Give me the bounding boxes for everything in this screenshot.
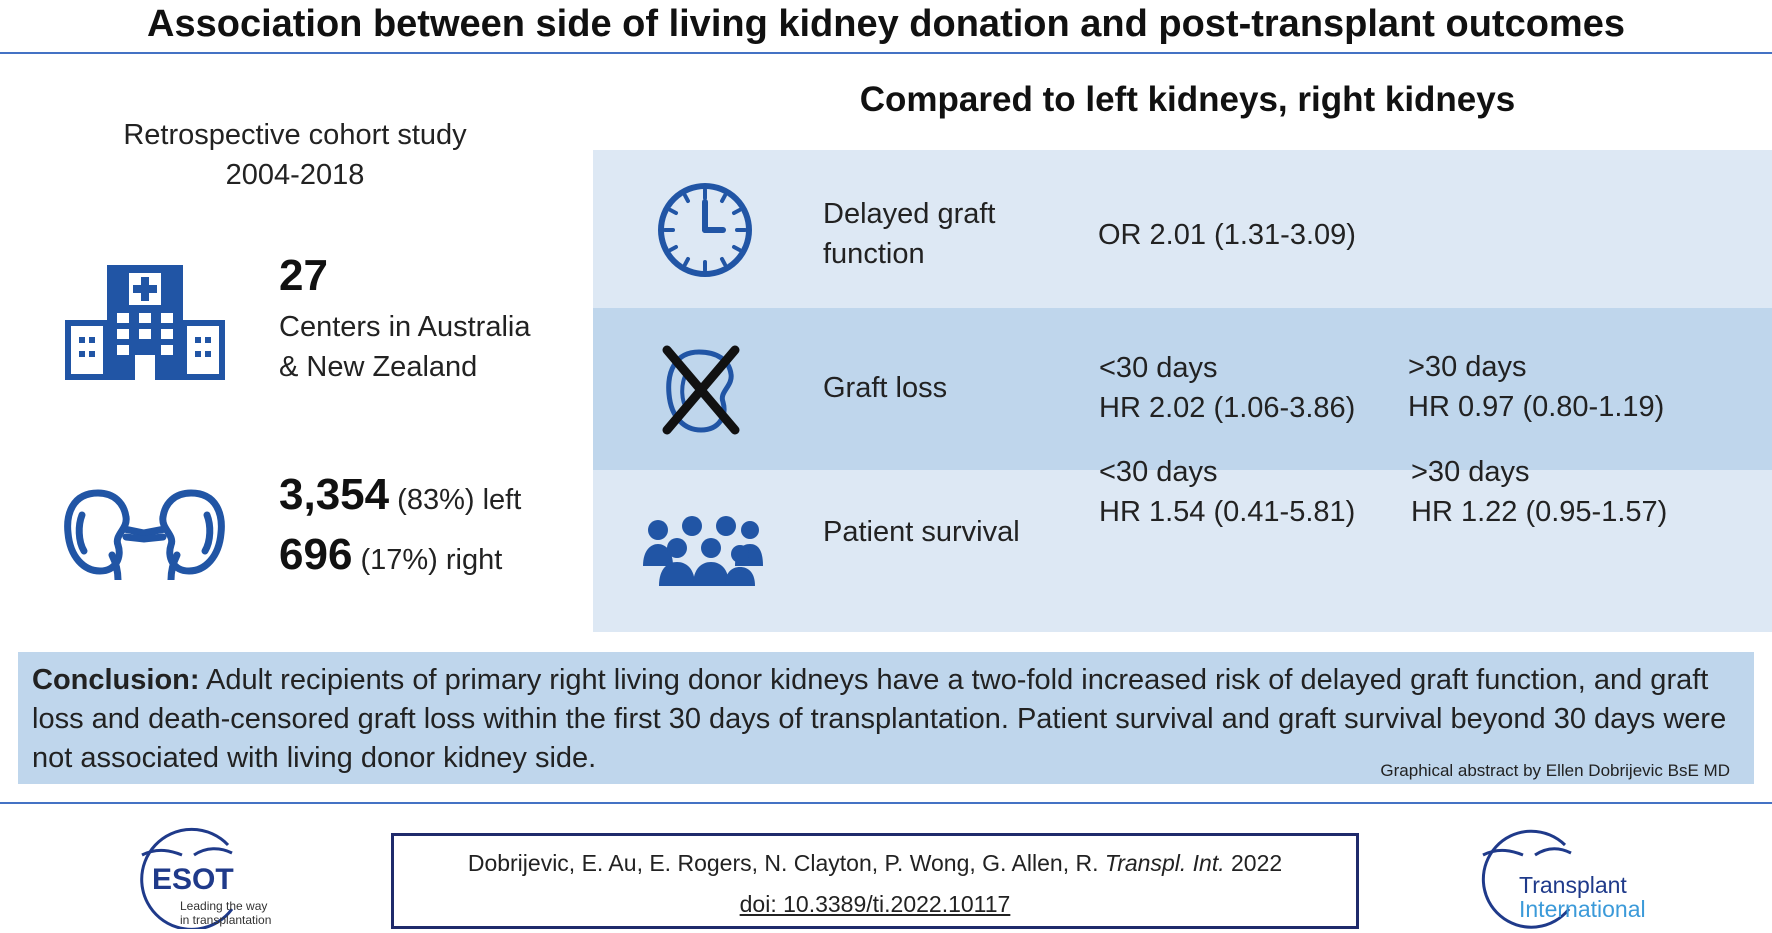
centers-label-1: Centers in Australia <box>279 311 531 343</box>
citation-year: 2022 <box>1224 850 1283 876</box>
esot-tagline-1: Leading the way <box>180 899 268 913</box>
page-title: Association between side of living kidne… <box>147 3 1625 45</box>
centers-block: 27 Centers in Australia & New Zealand <box>279 251 530 387</box>
graft-loss-late-label: >30 days <box>1408 351 1527 383</box>
esot-logo: ESOT Leading the way in transplantation <box>128 825 288 929</box>
outcome-label-graft-loss: Graft loss <box>823 372 948 404</box>
outcome-row-delayed-graft-function: Delayed graft function OR 2.01 (1.31-3.0… <box>593 150 1772 308</box>
outcome-label-delayed-graft-function: Delayed graft function <box>823 194 996 274</box>
esot-tagline-2: in transplantation <box>180 913 272 927</box>
transplant-international-logo: Transplant International <box>1473 825 1673 929</box>
kidney-counts: 3,354 (83%) left 696 (17%) right <box>279 470 521 590</box>
ti-line-1: Transplant <box>1519 872 1627 898</box>
doi-link[interactable]: doi: 10.3389/ti.2022.10117 <box>739 891 1011 917</box>
ti-line-2: International <box>1519 896 1646 922</box>
esot-name: ESOT <box>152 863 234 896</box>
patient-survival-late: >30 days HR 1.22 (0.95-1.57) <box>1411 452 1667 532</box>
graft-loss-late-hr: HR 0.97 (0.80-1.19) <box>1408 391 1665 423</box>
outcome-label-line2: function <box>823 238 925 270</box>
right-kidney-count: 696 <box>279 530 353 579</box>
failed-kidney-icon <box>662 345 740 435</box>
study-type: Retrospective cohort study <box>123 119 467 151</box>
ti-ring-icon <box>1481 829 1572 929</box>
centers-count: 27 <box>279 251 328 300</box>
left-kidney-count: 3,354 <box>279 470 390 519</box>
citation-box: Dobrijevic, E. Au, E. Rogers, N. Clayton… <box>391 833 1359 929</box>
citation-line: Dobrijevic, E. Au, E. Rogers, N. Clayton… <box>394 850 1356 877</box>
left-kidney-percent: (83%) left <box>389 484 522 516</box>
outcome-label-line1: Delayed graft <box>823 198 996 230</box>
conclusion-text: Conclusion: Adult recipients of primary … <box>32 661 1742 778</box>
footer-divider <box>0 802 1772 804</box>
ti-wordmark: Transplant International <box>1519 873 1646 921</box>
patient-survival-late-hr: HR 1.22 (0.95-1.57) <box>1411 496 1668 528</box>
patient-survival-late-label: >30 days <box>1411 456 1530 488</box>
title-divider <box>0 52 1772 54</box>
hospital-icon <box>65 265 225 380</box>
graft-loss-early-hr: HR 2.02 (1.06-3.86) <box>1099 392 1356 424</box>
author-credit: Graphical abstract by Ellen Dobrijevic B… <box>1380 761 1730 780</box>
esot-tagline: Leading the way in transplantation <box>180 899 271 927</box>
graft-loss-early-label: <30 days <box>1099 352 1218 384</box>
citation-journal: Transpl. Int. <box>1104 850 1225 876</box>
outcome-label-patient-survival: Patient survival <box>823 516 1020 548</box>
centers-label-2: & New Zealand <box>279 351 478 383</box>
kidneys-icon <box>64 489 225 580</box>
patient-survival-early-hr: HR 1.54 (0.41-5.81) <box>1099 496 1356 528</box>
study-design: Retrospective cohort study 2004-2018 <box>80 115 510 195</box>
graft-loss-early: <30 days HR 2.02 (1.06-3.86) <box>1099 348 1355 428</box>
graft-loss-late: >30 days HR 0.97 (0.80-1.19) <box>1408 347 1664 427</box>
outcome-row-graft-loss: Graft loss <30 days HR 2.02 (1.06-3.86) … <box>593 308 1772 470</box>
clock-icon <box>658 183 752 277</box>
citation-authors: Dobrijevic, E. Au, E. Rogers, N. Clayton… <box>467 850 1105 876</box>
people-group-icon <box>643 516 763 586</box>
conclusion-body: Adult recipients of primary right living… <box>32 664 1727 774</box>
esot-ring-icon <box>140 827 234 929</box>
conclusion-heading: Conclusion: <box>32 664 200 696</box>
outcome-row-patient-survival: Patient survival <30 days HR 1.54 (0.41-… <box>593 456 1772 632</box>
patient-survival-early: <30 days HR 1.54 (0.41-5.81) <box>1099 452 1355 532</box>
conclusion-box: Conclusion: Adult recipients of primary … <box>18 652 1754 784</box>
comparison-heading: Compared to left kidneys, right kidneys <box>859 80 1516 119</box>
right-kidney-percent: (17%) right <box>352 544 503 576</box>
study-period: 2004-2018 <box>225 159 365 191</box>
patient-survival-early-label: <30 days <box>1099 456 1218 488</box>
delayed-graft-function-or: OR 2.01 (1.31-3.09) <box>1098 219 1356 251</box>
